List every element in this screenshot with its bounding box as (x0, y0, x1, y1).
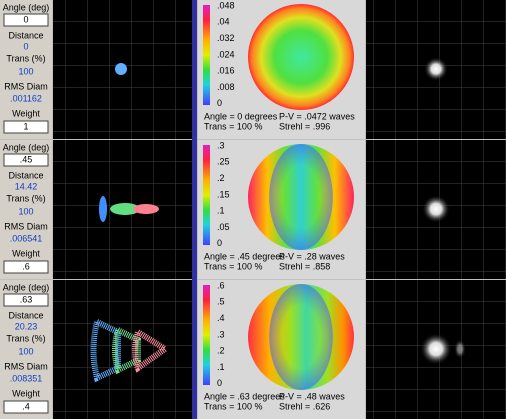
weight_label: Weight (12, 248, 40, 258)
colorbar-tick-label: .008 (217, 82, 235, 92)
colorbar-tick-label: .024 (217, 49, 235, 59)
wavefront-info: Trans = 100 % (204, 401, 262, 411)
weight-input[interactable] (3, 400, 49, 414)
weight-input[interactable] (3, 120, 49, 134)
wavefront-shade (269, 284, 333, 390)
trans: 100 (18, 346, 33, 356)
wavefront-map (248, 4, 354, 110)
distance: 14.42 (15, 181, 38, 191)
colorbar-tick-label: .3 (217, 140, 225, 150)
spot (133, 204, 159, 214)
rms_label: RMS Diam (4, 81, 48, 91)
wavefront-info: P-V = .48 waves (279, 391, 345, 401)
weight[interactable]: 1 (23, 121, 28, 131)
colorbar-tick-label: .3 (217, 329, 225, 339)
trans_label: Trans (%) (6, 333, 45, 343)
colorbar-tick-label: .04 (217, 17, 230, 27)
wavefront-info: P-V = .28 waves (279, 251, 345, 261)
colorbar-tick-label: .032 (217, 33, 235, 43)
wavefront-info: Trans = 100 % (204, 261, 262, 271)
wavefront-info: Angle = 0 degrees (204, 111, 278, 121)
spot (99, 196, 107, 222)
rms_label: RMS Diam (4, 221, 48, 231)
colorbar-tick-label: .2 (217, 173, 225, 183)
colorbar (203, 285, 210, 385)
distance: 20.23 (15, 321, 38, 331)
rms: .008351 (10, 373, 43, 383)
psf-peak (420, 333, 452, 365)
wavefront-info: Angle = .45 degrees (204, 251, 285, 261)
grid (53, 280, 192, 419)
colorbar-tick-label: .05 (217, 222, 230, 232)
trans_label: Trans (%) (6, 53, 45, 63)
distance_label: Distance (8, 310, 43, 320)
colorbar-tick-label: .5 (217, 297, 225, 307)
spot (115, 63, 127, 75)
colorbar-tick-label: .1 (217, 206, 225, 216)
wavefront-info: Strehl = .858 (279, 261, 330, 271)
angle_label: Angle (deg) (3, 142, 50, 152)
wavefront-info: P-V = .0472 waves (279, 111, 355, 121)
colorbar (203, 5, 210, 105)
trans: 100 (18, 206, 33, 216)
rms_label: RMS Diam (4, 361, 48, 371)
weight[interactable]: .4 (22, 401, 30, 411)
wavefront-info: Strehl = .996 (279, 121, 330, 131)
wavefront-info: Strehl = .626 (279, 401, 330, 411)
wavefront-info: Angle = .63 degrees (204, 391, 285, 401)
rms: .001162 (10, 93, 42, 103)
angle[interactable]: .63 (20, 294, 33, 304)
angle-input[interactable] (3, 293, 49, 307)
angle-input[interactable] (3, 13, 49, 27)
divider (192, 0, 197, 419)
colorbar (203, 145, 210, 245)
colorbar-tick-label: 0 (217, 238, 222, 248)
trans: 100 (18, 66, 33, 76)
psf-side (454, 339, 466, 359)
colorbar-tick-label: .2 (217, 346, 225, 356)
psf-peak (422, 195, 450, 223)
weight_label: Weight (12, 108, 40, 118)
angle-input[interactable] (3, 153, 49, 167)
spot (132, 327, 171, 373)
colorbar-tick-label: .6 (217, 280, 225, 290)
weight_label: Weight (12, 388, 40, 398)
wavefront-shade (269, 144, 333, 250)
angle_label: Angle (deg) (3, 2, 50, 12)
spot (110, 203, 140, 215)
angle[interactable]: .45 (20, 154, 33, 164)
colorbar-tick-label: .15 (217, 189, 230, 199)
trans_label: Trans (%) (6, 193, 45, 203)
colorbar-tick-label: .1 (217, 362, 225, 372)
spot (112, 325, 141, 375)
rms: .006541 (10, 233, 43, 243)
weight-input[interactable] (3, 260, 49, 274)
distance_label: Distance (8, 170, 43, 180)
wavefront-info: Trans = 100 % (204, 121, 262, 131)
angle_label: Angle (deg) (3, 282, 50, 292)
weight[interactable]: .6 (22, 261, 30, 271)
distance: 0 (23, 41, 28, 51)
colorbar-tick-label: 0 (217, 98, 222, 108)
distance_label: Distance (8, 30, 43, 40)
colorbar-tick-label: .048 (217, 0, 235, 10)
psf-peak (424, 57, 448, 81)
colorbar-tick-label: .016 (217, 66, 235, 76)
colorbar-tick-label: 0 (217, 378, 222, 388)
spot (90, 317, 121, 383)
angle[interactable]: 0 (23, 14, 28, 24)
colorbar-tick-label: .4 (217, 313, 225, 323)
colorbar-tick-label: .25 (217, 157, 230, 167)
